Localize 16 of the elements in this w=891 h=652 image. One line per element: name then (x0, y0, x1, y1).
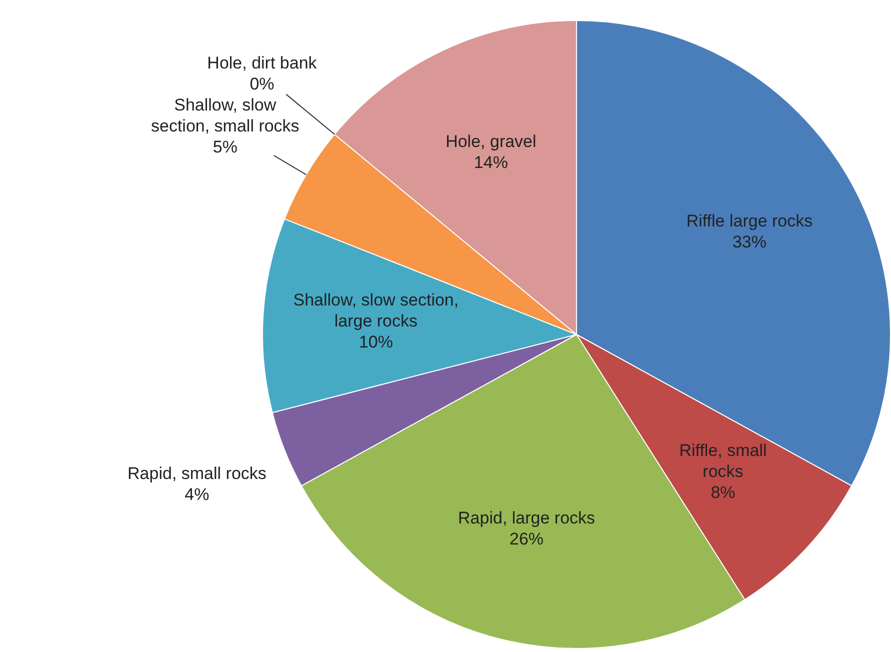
text: 0% (250, 74, 274, 94)
data-label: 5% (212, 137, 238, 156)
data-label: 8% (710, 482, 736, 502)
slice-label: Shallow, slow section, large rocks (293, 290, 459, 331)
data-label: 26% (510, 529, 544, 548)
slice-label: Rapid, large rocks (458, 508, 596, 528)
slice-label: Shallow, slow section, small rocks (150, 95, 300, 136)
data-label: 4% (184, 484, 210, 504)
data-label: 14% (474, 152, 508, 172)
slice-label: Riffle large rocks (686, 211, 813, 230)
slice-label: Riffle, small rocks (679, 440, 767, 481)
data-label: 10% (358, 332, 393, 352)
slice-label: Hole, gravel (446, 132, 536, 151)
slice-label: Rapid, small rocks (128, 464, 266, 483)
category-label: Hole, dirt bank (207, 53, 317, 72)
data-label: 33% (732, 232, 766, 252)
